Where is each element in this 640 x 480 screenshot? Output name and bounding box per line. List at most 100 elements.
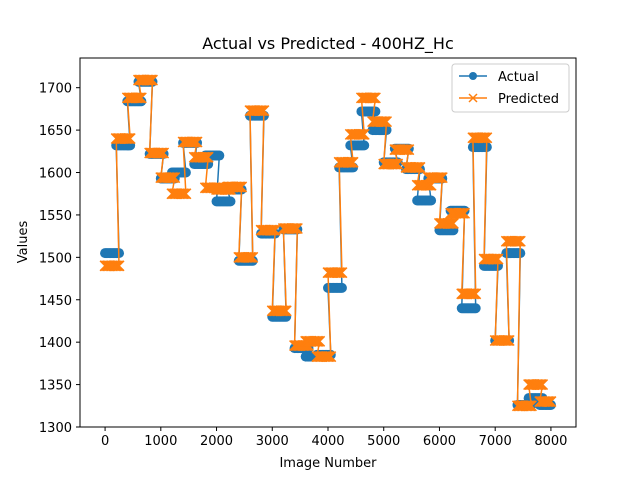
data-point-predicted	[357, 128, 369, 140]
data-point-predicted	[477, 132, 489, 144]
data-point-predicted	[380, 116, 393, 128]
legend-label-actual: Actual	[498, 70, 539, 85]
data-point-predicted	[185, 136, 197, 148]
data-point-predicted	[244, 251, 256, 263]
data-point-predicted	[453, 207, 465, 219]
y-tick-label: 1700	[39, 82, 72, 97]
data-point-predicted	[279, 305, 291, 317]
y-tick-label: 1450	[39, 294, 72, 309]
data-point-predicted	[491, 253, 503, 265]
y-tick-label: 1350	[39, 379, 72, 394]
data-point-predicted	[233, 181, 245, 193]
data-point-predicted	[431, 172, 443, 184]
data-point-predicted	[121, 133, 133, 145]
data-point-predicted	[343, 156, 355, 168]
data-point-predicted	[275, 305, 287, 317]
series-line-predicted	[105, 79, 551, 407]
data-point-predicted	[358, 128, 370, 140]
data-point-predicted	[311, 335, 323, 347]
data-point-predicted	[135, 92, 147, 104]
y-tick-label: 1400	[39, 336, 72, 351]
data-point-predicted	[258, 105, 270, 117]
data-point-predicted	[247, 251, 259, 263]
data-point-predicted	[191, 136, 203, 148]
data-point-actual	[470, 303, 481, 314]
data-point-predicted	[234, 181, 246, 193]
data-point-actual	[370, 106, 381, 117]
data-point-predicted	[368, 92, 380, 104]
data-point-predicted	[531, 379, 543, 391]
y-tick-label: 1600	[39, 167, 72, 182]
data-point-predicted	[481, 132, 493, 144]
data-point-predicted	[442, 217, 454, 229]
data-point-predicted	[134, 92, 146, 104]
data-point-predicted	[492, 253, 504, 265]
data-point-predicted	[503, 334, 515, 347]
data-point-actual	[180, 167, 191, 178]
y-tick-label: 1300	[39, 421, 72, 436]
data-point-actual	[214, 150, 225, 161]
data-point-actual	[426, 195, 437, 206]
x-tick-label: 4000	[311, 434, 344, 449]
data-point-predicted	[432, 172, 444, 184]
data-point-predicted	[408, 161, 420, 173]
plot-area: 0 1000 2000 3000 4000 5000 6000 7000 8000 130013…	[39, 57, 577, 449]
data-point-predicted	[265, 224, 277, 236]
data-point-predicted	[336, 267, 348, 279]
data-point-predicted	[312, 335, 324, 347]
data-point-predicted	[332, 267, 344, 279]
legend-label-predicted: Predicted	[498, 92, 559, 107]
data-point-predicted	[486, 253, 498, 265]
data-point-predicted	[365, 92, 377, 104]
data-point-predicted	[176, 188, 188, 200]
data-point-predicted	[308, 335, 320, 347]
data-point-predicted	[290, 222, 302, 235]
data-point-predicted	[465, 288, 478, 300]
data-point-predicted	[309, 335, 321, 347]
data-point-predicted	[433, 172, 445, 184]
data-point-predicted	[479, 132, 491, 144]
y-tick-label: 1500	[39, 251, 72, 266]
data-point-predicted	[346, 156, 358, 168]
data-point-predicted	[145, 74, 157, 86]
data-point-predicted	[314, 335, 326, 347]
legend-entry-predicted: Predicted	[459, 92, 559, 107]
y-tick-label: 1650	[39, 124, 72, 139]
data-point-predicted	[330, 267, 342, 279]
data-point-actual	[336, 282, 347, 293]
data-point-predicted	[376, 116, 388, 128]
data-point-predicted	[243, 251, 255, 263]
data-point-predicted	[291, 222, 303, 235]
data-point-predicted	[532, 379, 544, 391]
data-point-predicted	[286, 222, 298, 235]
data-point-predicted	[132, 92, 145, 104]
data-point-predicted	[256, 105, 269, 117]
data-point-predicted	[375, 116, 387, 128]
data-point-predicted	[166, 172, 178, 184]
data-point-predicted	[520, 400, 532, 412]
data-point-predicted	[390, 158, 402, 170]
series-predicted	[99, 74, 557, 412]
data-point-predicted	[488, 253, 500, 265]
data-point-predicted	[344, 156, 356, 168]
data-point-predicted	[513, 235, 525, 247]
data-point-predicted	[468, 288, 480, 300]
data-point-predicted	[447, 217, 459, 229]
data-point-predicted	[142, 74, 154, 86]
data-point-predicted	[489, 253, 501, 265]
data-point-predicted	[464, 288, 476, 300]
data-point-predicted	[392, 158, 404, 170]
data-point-predicted	[411, 161, 423, 173]
data-point-predicted	[197, 151, 209, 163]
data-point-predicted	[266, 224, 278, 236]
x-tick-label: 5000	[367, 434, 400, 449]
data-point-predicted	[269, 224, 281, 236]
series-layer	[99, 74, 557, 412]
x-tick-label: 1000	[144, 434, 177, 449]
data-point-predicted	[378, 116, 390, 128]
data-point-predicted	[541, 396, 553, 408]
legend: Actual Predicted	[451, 63, 570, 113]
data-point-predicted	[119, 133, 131, 145]
data-point-predicted	[236, 181, 248, 193]
